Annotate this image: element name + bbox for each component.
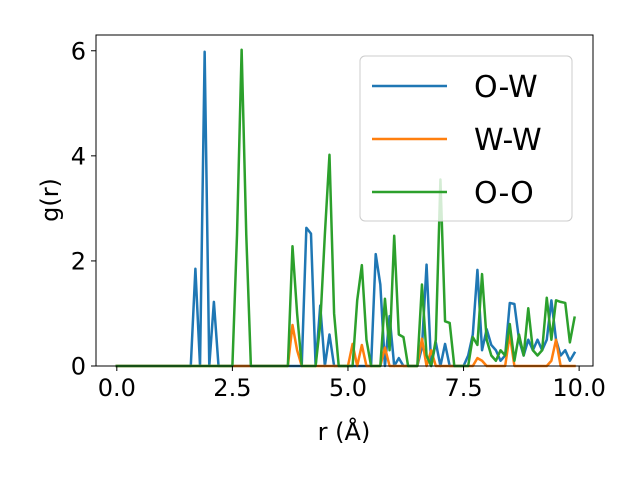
x-tick-label: 7.5 [444,374,482,402]
legend: O-W W-W O-O [359,55,573,222]
y-tick-label: 0 [71,353,86,381]
series-line-o-o [115,48,576,368]
y-axis-label: g(r) [36,178,64,222]
y-axis: 0 2 4 6 [71,37,96,381]
legend-box [359,55,573,222]
x-axis-label: r (Å) [318,417,371,446]
legend-label-o-w: O-W [474,70,538,105]
legend-label-o-o: O-O [474,176,534,211]
x-tick-label: 0.0 [98,374,136,402]
x-tick-label: 2.5 [213,374,251,402]
x-tick-label: 10.0 [552,374,605,402]
y-tick-label: 4 [71,142,86,170]
y-tick-label: 6 [71,37,86,65]
x-tick-label: 5.0 [329,374,367,402]
x-axis: 0.0 2.5 5.0 7.5 10.0 [98,366,606,402]
y-tick-label: 2 [71,247,86,275]
plot-frame [95,34,594,367]
legend-label-w-w: W-W [474,123,542,158]
